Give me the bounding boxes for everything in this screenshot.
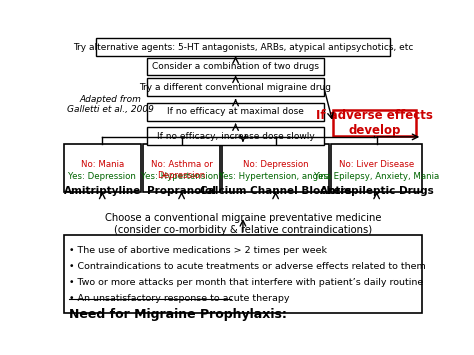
- Text: Consider a combination of two drugs: Consider a combination of two drugs: [152, 62, 319, 71]
- FancyBboxPatch shape: [147, 127, 324, 145]
- FancyBboxPatch shape: [222, 144, 329, 192]
- Text: Adapted from
Galletti et al., 2009: Adapted from Galletti et al., 2009: [66, 94, 154, 114]
- FancyBboxPatch shape: [333, 110, 416, 136]
- Text: Choose a conventional migraine preventative medicine
(consider co-morbidity & re: Choose a conventional migraine preventat…: [105, 213, 381, 235]
- Text: Yes: Depression: Yes: Depression: [68, 172, 136, 181]
- FancyBboxPatch shape: [147, 78, 324, 96]
- Text: • The use of abortive medications > 2 times per week: • The use of abortive medications > 2 ti…: [69, 246, 327, 255]
- FancyBboxPatch shape: [143, 144, 220, 192]
- FancyBboxPatch shape: [147, 103, 324, 120]
- Text: Yes: Hypertension*: Yes: Hypertension*: [141, 172, 222, 181]
- Text: No: Mania: No: Mania: [81, 160, 124, 169]
- Text: If no efficacy, increase dose slowly: If no efficacy, increase dose slowly: [157, 132, 314, 141]
- Text: Need for Migraine Prophylaxis:: Need for Migraine Prophylaxis:: [69, 308, 287, 321]
- Text: Try a different conventional migraine drug: Try a different conventional migraine dr…: [139, 82, 332, 92]
- Text: Try alternative agents: 5-HT antagonists, ARBs, atypical antipsychotics, etc: Try alternative agents: 5-HT antagonists…: [73, 43, 413, 52]
- FancyBboxPatch shape: [64, 235, 422, 313]
- FancyBboxPatch shape: [64, 144, 141, 192]
- Text: No: Depression: No: Depression: [243, 160, 309, 169]
- Text: Calcium Channel Blockers: Calcium Channel Blockers: [200, 186, 351, 196]
- Text: Yes: Epilepsy, Anxiety, Mania: Yes: Epilepsy, Anxiety, Mania: [314, 172, 439, 181]
- Text: No: Liver Disease: No: Liver Disease: [339, 160, 414, 169]
- Text: • An unsatisfactory response to acute therapy: • An unsatisfactory response to acute th…: [69, 294, 290, 302]
- FancyBboxPatch shape: [331, 144, 422, 192]
- Text: Amitriptyline: Amitriptyline: [64, 186, 141, 196]
- Text: • Two or more attacks per month that interfere with patient’s daily routine: • Two or more attacks per month that int…: [69, 278, 423, 287]
- FancyBboxPatch shape: [147, 58, 324, 75]
- Text: Antiepileptic Drugs: Antiepileptic Drugs: [320, 186, 434, 196]
- Text: • Contraindications to acute treatments or adverse effects related to them: • Contraindications to acute treatments …: [69, 262, 426, 271]
- Text: If no efficacy at maximal dose: If no efficacy at maximal dose: [167, 107, 304, 116]
- Text: No: Asthma or
Depression: No: Asthma or Depression: [151, 160, 212, 180]
- Text: Yes: Hypertension, angina: Yes: Hypertension, angina: [219, 172, 332, 181]
- Text: If adverse effects
develop: If adverse effects develop: [316, 109, 433, 137]
- Text: Propranolol: Propranolol: [147, 186, 216, 196]
- FancyBboxPatch shape: [96, 38, 390, 56]
